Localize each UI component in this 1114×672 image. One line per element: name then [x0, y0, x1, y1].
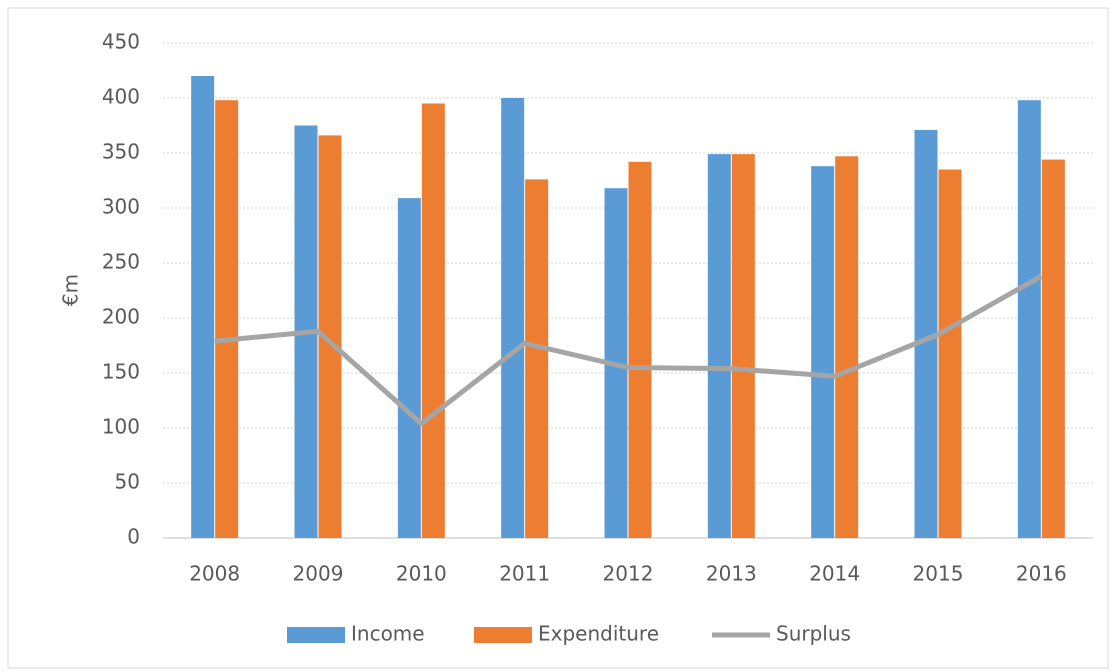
bar — [914, 129, 938, 538]
y-tick-label: 50 — [115, 470, 140, 494]
bar — [191, 76, 215, 538]
y-tick-label: 250 — [102, 250, 140, 274]
bar — [628, 161, 652, 539]
legend-label: Surplus — [776, 622, 851, 646]
bar — [731, 154, 755, 538]
y-tick-label: 100 — [102, 415, 140, 439]
bar — [707, 154, 731, 538]
bar — [811, 166, 835, 538]
legend-swatch — [287, 627, 345, 643]
x-tick-label: 2013 — [706, 562, 757, 586]
y-axis-label: €m — [59, 274, 83, 306]
bar — [835, 156, 859, 539]
x-tick-label: 2014 — [809, 562, 860, 586]
x-tick-label: 2011 — [499, 562, 550, 586]
y-tick-label: 0 — [127, 525, 140, 549]
legend-label: Expenditure — [538, 622, 659, 646]
x-tick-label: 2010 — [396, 562, 447, 586]
y-tick-label: 300 — [102, 195, 140, 219]
bar — [318, 135, 342, 538]
line — [214, 274, 1043, 427]
y-tick-label: 200 — [102, 305, 140, 329]
bar — [525, 179, 549, 538]
legend-swatch — [474, 627, 532, 643]
bar — [421, 103, 445, 538]
bar — [215, 100, 239, 538]
bar — [938, 169, 962, 538]
bar — [1017, 100, 1041, 538]
x-tick-label: 2012 — [603, 562, 654, 586]
x-tick-label: 2016 — [1016, 562, 1067, 586]
bar — [1041, 159, 1065, 538]
y-tick-label: 350 — [102, 140, 140, 164]
x-tick-label: 2015 — [913, 562, 964, 586]
x-tick-label: 2008 — [189, 562, 240, 586]
bar — [397, 198, 421, 538]
legend-label: Income — [351, 622, 425, 646]
y-tick-label: 150 — [102, 360, 140, 384]
y-tick-label: 400 — [102, 85, 140, 109]
x-tick-label: 2009 — [293, 562, 344, 586]
bar — [501, 98, 525, 538]
y-tick-label: 450 — [102, 30, 140, 54]
